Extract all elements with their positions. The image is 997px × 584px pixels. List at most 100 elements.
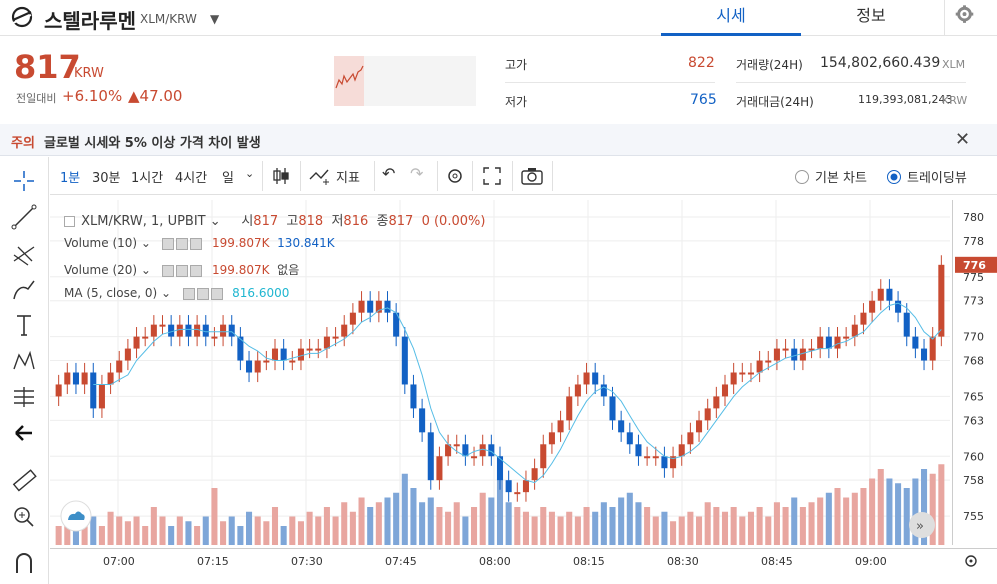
volume-value: 154,802,660.439 — [820, 55, 941, 71]
y-tick-label: 778 — [963, 235, 984, 248]
basic-chart-label[interactable]: 기본 차트 — [815, 171, 867, 186]
candle — [150, 324, 157, 337]
undo-icon[interactable]: ↶ — [382, 164, 396, 183]
interval-1m[interactable]: 1분 — [60, 171, 81, 186]
candle — [246, 360, 253, 373]
visibility-icon[interactable] — [182, 287, 195, 300]
volume-bar — [202, 516, 209, 545]
fib-tool-icon[interactable] — [8, 239, 40, 267]
text-tool-icon[interactable] — [8, 311, 40, 339]
coin-name[interactable]: 스텔라루멘 — [44, 9, 136, 33]
volume-bar — [427, 497, 434, 545]
time-axis[interactable]: 07:00 07:15 07:30 07:45 08:00 08:15 08:30 08:45… — [50, 548, 997, 572]
remove-icon[interactable] — [190, 237, 203, 250]
trend-line-icon[interactable] — [8, 203, 40, 231]
volume10-label: Volume (10) — [64, 236, 138, 250]
visibility-icon[interactable] — [162, 237, 175, 250]
legend-volume-10[interactable]: Volume (10) ⌄ 199.807K 130.841K — [64, 236, 335, 250]
price-axis[interactable]: 780 778 775 773 770 768 765 763 760 758 755 776 — [952, 200, 997, 545]
volume-bar — [808, 502, 815, 545]
volume-bar — [600, 502, 607, 545]
volume-bar — [72, 526, 79, 545]
candle — [64, 372, 71, 385]
interval-day[interactable]: 일 — [222, 171, 234, 186]
pattern-tool-icon[interactable] — [8, 347, 40, 375]
volume-bar — [410, 488, 417, 545]
candle — [142, 336, 149, 339]
volume-bar — [280, 526, 287, 545]
crosshair-icon[interactable] — [8, 167, 40, 195]
y-tick-label: 758 — [963, 474, 984, 487]
candle — [116, 360, 123, 373]
chart-settings-icon[interactable] — [445, 166, 465, 186]
volume-bar — [860, 488, 867, 545]
tab-market-price[interactable]: 시세 — [661, 0, 801, 36]
camera-icon[interactable] — [521, 167, 543, 185]
volume-bar — [358, 497, 365, 545]
legend-ma[interactable]: MA (5, close, 0) ⌄ 816.6000 — [64, 286, 290, 300]
volume-bar — [315, 516, 322, 545]
tradingview-radio[interactable] — [886, 169, 902, 185]
arrow-left-icon[interactable] — [8, 419, 40, 447]
settings-icon[interactable] — [176, 237, 189, 250]
candlestick-type-icon[interactable] — [270, 166, 292, 186]
volume-bar — [306, 511, 313, 545]
fullscreen-icon[interactable] — [483, 167, 501, 185]
interval-30m[interactable]: 30분 — [92, 171, 121, 186]
legend-volume-20[interactable]: Volume (20) ⌄ 199.807K 없음 — [64, 263, 300, 277]
candle — [808, 348, 815, 351]
legend-symbol[interactable]: XLM/KRW, 1, UPBIT — [81, 214, 206, 229]
candle — [211, 336, 218, 339]
interval-1h[interactable]: 1시간 — [131, 171, 164, 186]
remove-icon[interactable] — [210, 287, 223, 300]
tab-info[interactable]: 정보 — [856, 6, 886, 25]
collapse-legend-icon[interactable] — [64, 216, 75, 227]
scroll-right-icon[interactable]: » — [908, 511, 936, 539]
settings-icon[interactable] — [196, 287, 209, 300]
ruler-icon[interactable] — [8, 467, 40, 495]
coin-pair: XLM/KRW — [140, 12, 197, 26]
zoom-in-icon[interactable] — [8, 503, 40, 531]
volume-bar — [401, 473, 408, 545]
current-price: 817 — [14, 48, 81, 86]
close-icon[interactable]: ✕ — [955, 129, 971, 150]
visibility-icon[interactable] — [162, 264, 175, 277]
chevron-down-icon[interactable]: ⌄ — [245, 167, 255, 180]
candle — [678, 444, 685, 457]
brush-icon[interactable] — [8, 275, 40, 303]
candle — [159, 324, 166, 327]
price-chart[interactable]: XLM/KRW, 1, UPBIT ⌄ 시817 고818 저816 종817 … — [50, 200, 960, 545]
volume-bar — [791, 497, 798, 545]
indicator-label[interactable]: 지표 — [336, 171, 360, 186]
basic-chart-radio[interactable] — [794, 169, 810, 185]
high-value: 822 — [688, 55, 715, 71]
candle — [401, 336, 408, 385]
volume-bar — [185, 521, 192, 545]
legend-change: 0 (0.00%) — [421, 214, 486, 229]
settings-icon[interactable] — [176, 264, 189, 277]
candle — [747, 372, 754, 375]
gear-icon[interactable] — [944, 0, 984, 36]
volume-bar — [488, 497, 495, 545]
volume-bar — [557, 516, 564, 545]
candle — [367, 300, 374, 313]
volume-bar — [912, 478, 919, 545]
volume-bar — [176, 516, 183, 545]
chevron-down-icon[interactable]: ▼ — [210, 12, 220, 26]
low-value: 765 — [690, 92, 717, 108]
candle — [341, 324, 348, 337]
volume-bar — [211, 488, 218, 545]
volume-bar — [142, 526, 149, 545]
toolbar-divider — [262, 161, 263, 191]
redo-icon[interactable]: ↷ — [410, 164, 424, 183]
candle — [133, 336, 140, 349]
measure-tool-icon[interactable] — [8, 383, 40, 411]
tradingview-label[interactable]: 트레이딩뷰 — [907, 171, 967, 186]
legend-open-label: 시 — [241, 214, 254, 229]
cloud-icon[interactable] — [60, 500, 92, 532]
remove-icon[interactable] — [190, 264, 203, 277]
axis-settings-icon[interactable] — [962, 552, 980, 570]
interval-4h[interactable]: 4시간 — [175, 171, 208, 186]
magnet-icon[interactable] — [8, 549, 40, 577]
indicator-icon[interactable] — [308, 167, 332, 185]
